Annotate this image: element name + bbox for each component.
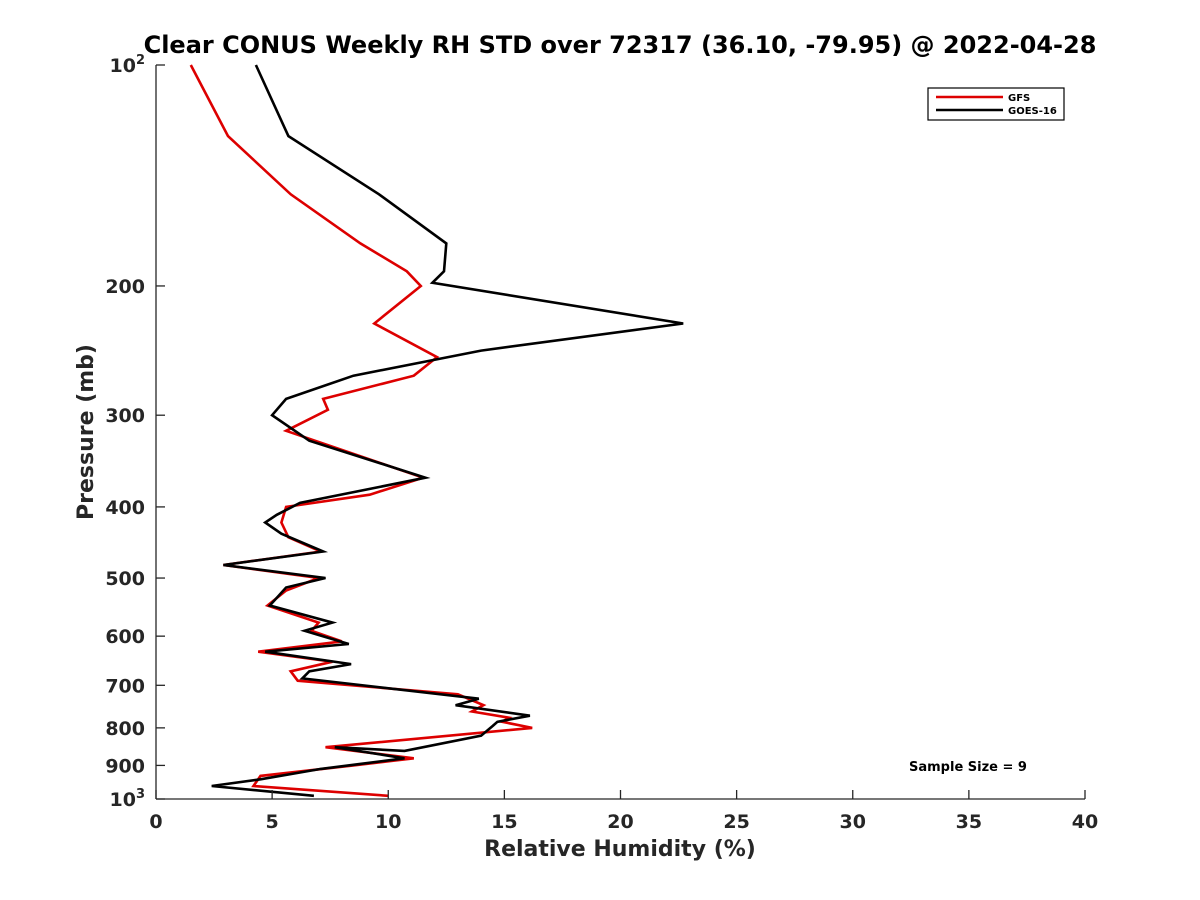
x-tick-label: 20 bbox=[607, 811, 633, 833]
sample-size-annotation: Sample Size = 9 bbox=[909, 760, 1027, 775]
series-line-gfs bbox=[189, 64, 533, 798]
y-tick-label: 500 bbox=[105, 568, 145, 590]
series-layer bbox=[189, 64, 684, 798]
x-tick-label: 10 bbox=[375, 811, 401, 833]
x-tick-label: 0 bbox=[149, 811, 162, 833]
legend: GFS GOES-16 bbox=[927, 87, 1065, 121]
y-tick-exponent: 3 bbox=[136, 787, 145, 802]
x-tick-label: 15 bbox=[491, 811, 517, 833]
y-tick-label: 400 bbox=[105, 497, 145, 519]
y-tick-label: 900 bbox=[105, 755, 145, 777]
y-tick-label: 103 bbox=[110, 787, 146, 811]
legend-label-gfs: GFS bbox=[1008, 93, 1030, 104]
x-tick-label: 30 bbox=[840, 811, 866, 833]
y-tick-base: 10 bbox=[110, 789, 136, 811]
x-axis-label: Relative Humidity (%) bbox=[484, 837, 756, 862]
plot-area bbox=[156, 65, 1085, 799]
y-tick-exponent: 2 bbox=[136, 53, 145, 68]
y-tick-label: 300 bbox=[105, 405, 145, 427]
x-tick-label: 5 bbox=[266, 811, 279, 833]
y-axis-label: Pressure (mb) bbox=[74, 344, 99, 520]
y-tick-label: 200 bbox=[105, 276, 145, 298]
legend-label-goes-16: GOES-16 bbox=[1008, 106, 1057, 117]
y-tick-label: 102 bbox=[110, 53, 146, 77]
chart-title: Clear CONUS Weekly RH STD over 72317 (36… bbox=[144, 31, 1097, 59]
y-tick-label: 700 bbox=[105, 675, 145, 697]
x-tick-label: 35 bbox=[956, 811, 982, 833]
x-tick-label: 25 bbox=[723, 811, 749, 833]
legend-box bbox=[927, 87, 1065, 121]
series-line-goes-16 bbox=[211, 64, 684, 798]
x-tick-label: 40 bbox=[1072, 811, 1098, 833]
x-ticks: 0 5 10 15 20 25 30 35 40 bbox=[149, 790, 1098, 833]
y-tick-label: 600 bbox=[105, 626, 145, 648]
y-tick-base: 10 bbox=[110, 55, 136, 77]
y-tick-label: 800 bbox=[105, 718, 145, 740]
